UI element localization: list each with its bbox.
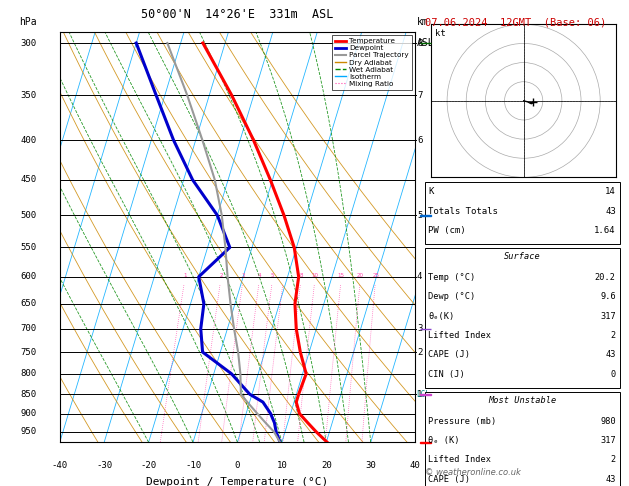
Text: hPa: hPa — [19, 17, 36, 28]
Text: 9.6: 9.6 — [600, 292, 616, 301]
Text: -20: -20 — [140, 461, 157, 470]
Text: Dewpoint / Temperature (°C): Dewpoint / Temperature (°C) — [147, 477, 328, 486]
Text: 300: 300 — [21, 38, 36, 48]
Text: 1: 1 — [183, 273, 187, 278]
Text: Totals Totals: Totals Totals — [428, 207, 498, 216]
Text: 10: 10 — [277, 461, 287, 470]
Text: 43: 43 — [605, 475, 616, 484]
Text: © weatheronline.co.uk: © weatheronline.co.uk — [425, 468, 520, 477]
Text: θₑ(K): θₑ(K) — [428, 312, 455, 321]
Text: 850: 850 — [21, 390, 36, 399]
Text: 750: 750 — [21, 347, 36, 357]
Text: Most Unstable: Most Unstable — [488, 396, 556, 405]
Text: 25: 25 — [372, 273, 379, 278]
Text: 500: 500 — [21, 211, 36, 220]
Text: -30: -30 — [96, 461, 112, 470]
Text: Surface: Surface — [504, 252, 540, 261]
Text: 2: 2 — [611, 331, 616, 340]
Text: 550: 550 — [21, 243, 36, 252]
Text: 700: 700 — [21, 324, 36, 333]
Text: K: K — [428, 187, 434, 196]
Text: 350: 350 — [21, 90, 36, 100]
Text: 800: 800 — [21, 369, 36, 378]
Text: CAPE (J): CAPE (J) — [428, 350, 470, 360]
Text: 5: 5 — [271, 273, 274, 278]
Text: 20: 20 — [321, 461, 331, 470]
Text: 3: 3 — [242, 273, 245, 278]
Text: 30: 30 — [365, 461, 376, 470]
Text: ASL: ASL — [417, 38, 435, 48]
Text: Temp (°C): Temp (°C) — [428, 273, 476, 282]
Text: 4: 4 — [258, 273, 262, 278]
Text: Mixing Ratio (g/kg): Mixing Ratio (g/kg) — [437, 251, 447, 346]
Text: 317: 317 — [600, 312, 616, 321]
Text: 43: 43 — [605, 207, 616, 216]
Text: 20.2: 20.2 — [595, 273, 616, 282]
Text: 317: 317 — [600, 436, 616, 445]
Text: 15: 15 — [338, 273, 345, 278]
Text: Dewp (°C): Dewp (°C) — [428, 292, 476, 301]
Text: Lifted Index: Lifted Index — [428, 331, 491, 340]
Text: 8: 8 — [417, 38, 422, 48]
Text: PW (cm): PW (cm) — [428, 226, 466, 235]
Text: 20: 20 — [357, 273, 364, 278]
Text: θₑ (K): θₑ (K) — [428, 436, 460, 445]
Text: CIN (J): CIN (J) — [428, 370, 465, 379]
Text: 6: 6 — [417, 136, 422, 144]
Text: CAPE (J): CAPE (J) — [428, 475, 470, 484]
Text: 10: 10 — [311, 273, 318, 278]
Text: 650: 650 — [21, 299, 36, 308]
Text: 7: 7 — [417, 90, 422, 100]
Text: 14: 14 — [605, 187, 616, 196]
Text: Pressure (mb): Pressure (mb) — [428, 417, 497, 426]
Text: 0: 0 — [611, 370, 616, 379]
Text: LCL: LCL — [416, 390, 430, 399]
Text: 900: 900 — [21, 409, 36, 418]
Text: 2: 2 — [611, 455, 616, 465]
Text: 0: 0 — [235, 461, 240, 470]
Text: kt: kt — [435, 29, 445, 38]
Text: 07.06.2024  12GMT  (Base: 06): 07.06.2024 12GMT (Base: 06) — [425, 17, 606, 27]
Text: -10: -10 — [185, 461, 201, 470]
Text: 2: 2 — [417, 347, 422, 357]
Text: -40: -40 — [52, 461, 68, 470]
Text: 40: 40 — [409, 461, 421, 470]
Text: 8: 8 — [299, 273, 303, 278]
Text: Lifted Index: Lifted Index — [428, 455, 491, 465]
Text: 43: 43 — [605, 350, 616, 360]
Text: 1.64: 1.64 — [594, 226, 616, 235]
Text: 600: 600 — [21, 272, 36, 281]
Text: 950: 950 — [21, 427, 36, 436]
Legend: Temperature, Dewpoint, Parcel Trajectory, Dry Adiabat, Wet Adiabat, Isotherm, Mi: Temperature, Dewpoint, Parcel Trajectory… — [332, 35, 411, 90]
Text: 400: 400 — [21, 136, 36, 144]
Text: 2: 2 — [220, 273, 223, 278]
Text: 3: 3 — [417, 324, 422, 333]
Text: 4: 4 — [417, 272, 422, 281]
Text: 50°00'N  14°26'E  331m  ASL: 50°00'N 14°26'E 331m ASL — [142, 8, 333, 21]
Text: 980: 980 — [600, 417, 616, 426]
Text: 450: 450 — [21, 175, 36, 184]
Text: 1: 1 — [417, 390, 422, 399]
Text: km: km — [417, 17, 429, 28]
Text: 5: 5 — [417, 211, 422, 220]
